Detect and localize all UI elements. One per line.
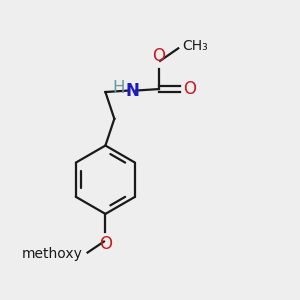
Text: O: O — [152, 47, 165, 65]
Text: O: O — [99, 235, 112, 253]
Text: methoxy: methoxy — [22, 247, 83, 261]
Text: CH₃: CH₃ — [183, 39, 208, 53]
Text: N: N — [125, 82, 139, 100]
Text: O: O — [183, 80, 196, 98]
Text: H: H — [112, 79, 125, 97]
